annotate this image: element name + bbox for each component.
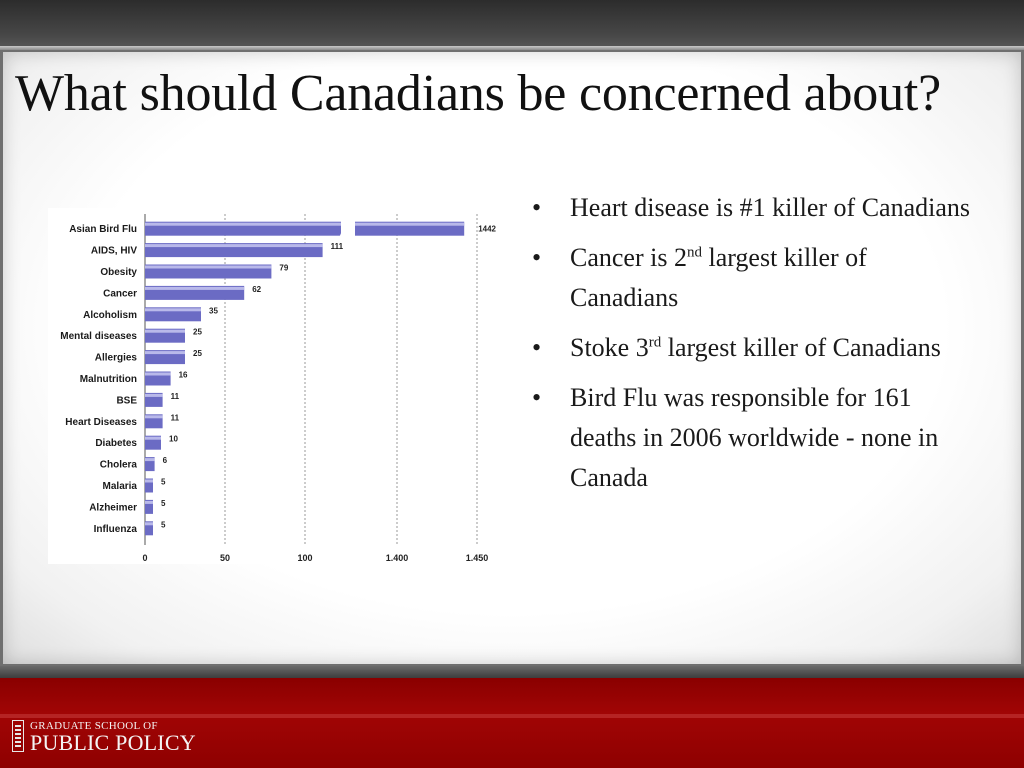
bar [145,521,153,536]
bar-highlight [145,479,153,483]
bullet-dot: • [532,383,542,412]
bar-highlight [145,222,341,226]
value-label: 111 [331,242,344,251]
bullet-text: Stoke 3 [570,333,649,362]
bullet-superscript: rd [648,334,662,351]
bar [145,499,153,514]
bar-chart-svg: 0 50 100 1.400 1.450 Asian Bird Flu 1442 AIDS, … [60,214,496,563]
category-label: BSE [116,395,137,406]
bar-highlight [145,500,153,504]
category-label: Malaria [103,481,138,492]
bullet-dot: • [532,333,542,362]
value-label: 35 [209,306,218,315]
value-label: 25 [193,349,202,358]
top-rule [0,46,1024,50]
bullet-text-after: largest killer of Canadians [570,243,867,312]
bullet-list: • Heart disease is #1 killer of Canadian… [532,188,972,508]
bar-highlight [355,222,465,226]
bar-highlight [145,415,163,419]
bar [145,478,153,493]
value-label: 5 [161,520,166,529]
bottom-rule [0,666,1024,678]
bar-highlight [145,522,153,526]
bar-highlight [145,286,245,290]
footer-band [0,678,1024,768]
bullet-text-after: largest killer of Canadians [661,333,941,362]
logo-line-2: PUBLIC POLICY [30,730,196,755]
bar-highlight [145,372,171,376]
value-label: 10 [169,435,178,444]
bar-highlight [145,308,201,312]
category-label: Cancer [103,288,137,299]
bullet-dot: • [532,193,542,222]
bar-highlight [145,436,161,440]
bullet-item-4: • Bird Flu was responsible for 161 death… [532,378,972,498]
category-label: Diabetes [95,438,137,449]
bullet-item-2: • Cancer is 2nd largest killer of Canadi… [532,238,972,318]
category-label: Obesity [100,267,137,278]
bullet-text: Cancer is 2 [570,243,687,272]
category-label: Alzheimer [89,502,137,513]
axis-break-mark [339,219,353,238]
value-label: 62 [252,285,261,294]
value-label: 1442 [478,225,496,234]
value-label: 5 [161,499,166,508]
category-label: AIDS, HIV [91,246,137,257]
bullet-item-3: • Stoke 3rd largest killer of Canadians [532,328,972,368]
bullet-dot: • [532,243,542,272]
category-label: Alcoholism [83,310,137,321]
value-label: 11 [171,392,180,401]
category-label: Influenza [94,524,138,535]
value-label: 25 [193,328,202,337]
category-label: Cholera [100,460,138,471]
university-seal-icon [12,720,24,752]
bullet-text: Bird Flu was responsible for 161 deaths … [570,383,939,492]
bullet-text: Heart disease is #1 killer of Canadians [570,193,970,222]
footer-stripe [0,714,1024,718]
value-label: 79 [279,264,288,273]
slide-title: What should Canadians be concerned about… [15,65,942,122]
x-tick-label: 1.400 [386,553,409,563]
category-label: Heart Diseases [65,417,137,428]
bar-highlight [145,329,185,333]
bar-highlight [145,458,155,462]
bar-highlight [145,265,272,269]
bullet-item-1: • Heart disease is #1 killer of Canadian… [532,188,972,228]
value-label: 6 [163,456,168,465]
value-label: 16 [179,371,188,380]
bar-highlight [145,244,323,248]
x-tick-label: 0 [142,553,147,563]
bar-highlight [145,351,185,355]
top-band [0,0,1024,50]
category-label: Asian Bird Flu [69,224,137,235]
bar-chart: 0 50 100 1.400 1.450 Asian Bird Flu 1442 AIDS, … [48,208,496,564]
logo-line-1: GRADUATE SCHOOL OF [30,720,158,732]
bar-highlight [145,393,163,397]
bar [145,457,155,472]
bullet-superscript: nd [686,244,702,261]
x-tick-label: 1.450 [466,553,489,563]
category-label: Allergies [95,353,138,364]
category-label: Mental diseases [60,331,137,342]
value-label: 5 [161,478,166,487]
category-label: Malnutrition [80,374,137,385]
x-tick-label: 50 [220,553,230,563]
value-label: 11 [171,413,180,422]
x-tick-label: 100 [297,553,312,563]
